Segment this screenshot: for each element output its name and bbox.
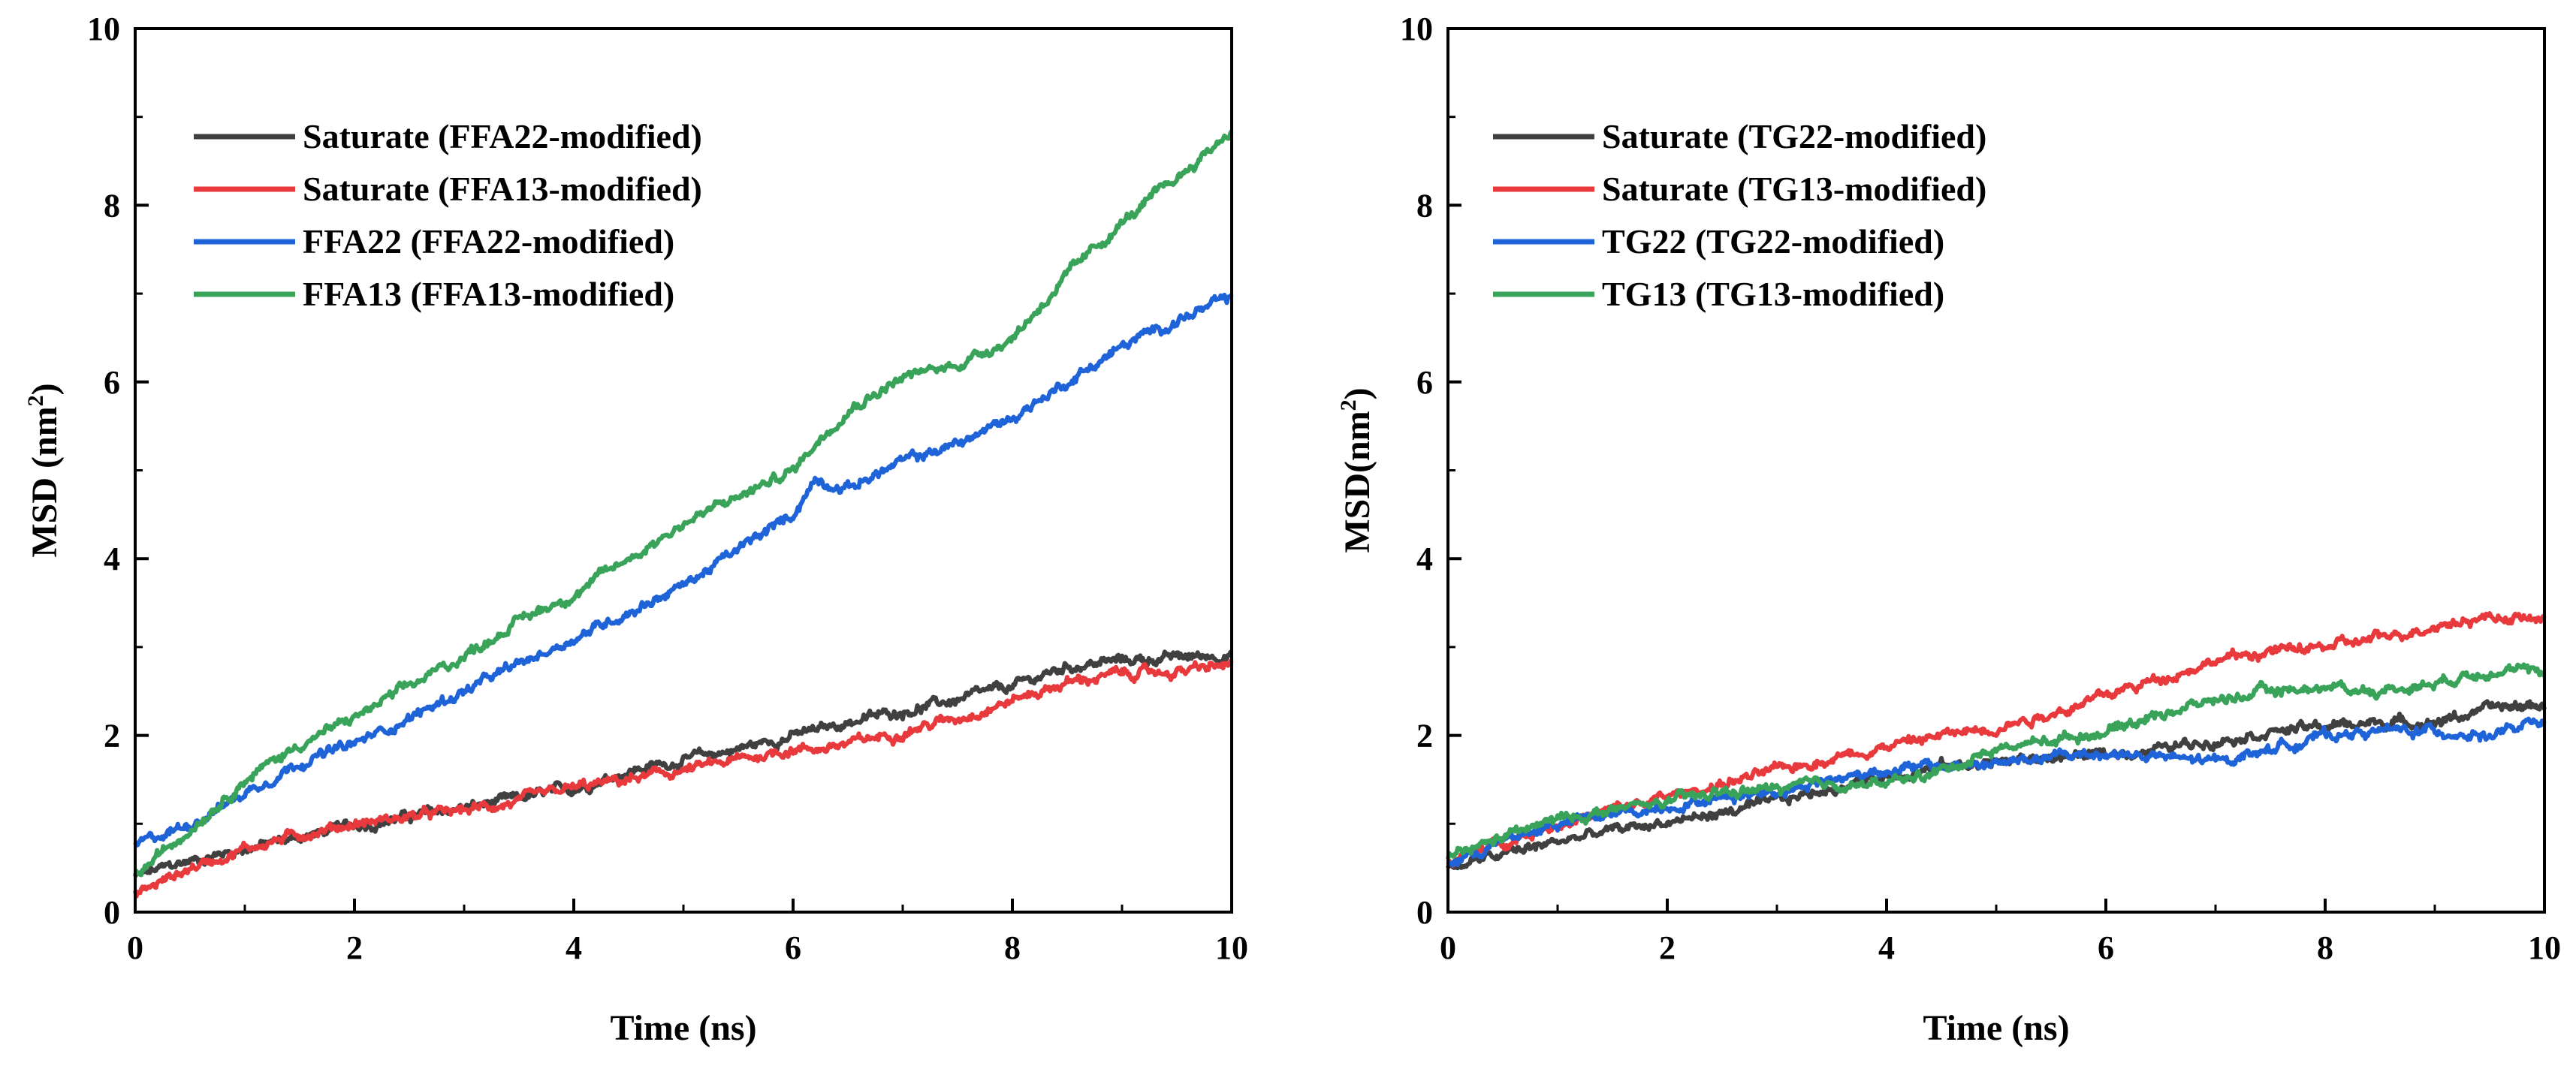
legend-label: Saturate (TG22-modified) xyxy=(1602,117,1986,155)
legend-label: Saturate (FFA22-modified) xyxy=(303,117,702,155)
x-tick-label: 4 xyxy=(566,929,582,966)
y-tick-label: 0 xyxy=(104,894,120,931)
legend-label: FFA13 (FFA13-modified) xyxy=(303,275,674,313)
series-line-3 xyxy=(1446,716,2547,868)
x-tick-label: 10 xyxy=(2528,929,2561,966)
legend-label: TG22 (TG22-modified) xyxy=(1602,222,1944,260)
legend: Saturate (FFA22-modified) Saturate (FFA13… xyxy=(194,117,702,313)
legend-label: Saturate (FFA13-modified) xyxy=(303,170,702,208)
x-tick-label: 6 xyxy=(785,929,801,966)
series-line-3 xyxy=(133,292,1234,848)
y-tick-label: 2 xyxy=(1416,718,1433,754)
y-tick-label: 10 xyxy=(87,11,120,47)
plot-frame xyxy=(134,27,1233,914)
y-tick-label: 8 xyxy=(1416,187,1433,224)
legend-label: FFA22 (FFA22-modified) xyxy=(303,222,674,260)
left-chart-panel: 0 2 4 6 8 10 0 2 4 6 8 10 Time (ns) MSD (nm2) Saturate… xyxy=(23,11,1248,1048)
series-group xyxy=(133,129,1234,899)
y-tick-label: 4 xyxy=(104,541,120,577)
x-axis-title: Time (ns) xyxy=(610,1008,756,1048)
series-line-4 xyxy=(133,129,1234,878)
legend: Saturate (TG22-modified) Saturate (TG13-m… xyxy=(1493,117,1986,313)
y-axis-title: MSD (nm2) xyxy=(23,383,65,557)
x-tick-label: 2 xyxy=(1659,929,1676,966)
series-line-2 xyxy=(133,658,1234,899)
x-tick-label: 0 xyxy=(127,929,143,966)
y-tick-label: 0 xyxy=(1416,894,1433,931)
legend-label: TG13 (TG13-modified) xyxy=(1602,275,1944,313)
y-tick-label: 4 xyxy=(1416,541,1433,577)
plot-frame xyxy=(1446,27,2546,914)
y-tick-label: 6 xyxy=(104,364,120,401)
y-tick-label: 6 xyxy=(1416,364,1433,401)
x-axis-title: Time (ns) xyxy=(1923,1008,2069,1048)
x-tick-label: 8 xyxy=(2317,929,2333,966)
x-tick-label: 10 xyxy=(1215,929,1248,966)
y-tick-label: 2 xyxy=(104,718,120,754)
series-line-4 xyxy=(1446,662,2546,860)
series-line-1 xyxy=(133,649,1234,878)
x-tick-label: 0 xyxy=(1440,929,1456,966)
x-tick-label: 6 xyxy=(2098,929,2114,966)
legend-label: Saturate (TG13-modified) xyxy=(1602,170,1986,208)
right-chart-panel: 0 2 4 6 8 10 0 2 4 6 8 10 Time (ns) MSD(nm2) Saturate … xyxy=(1336,11,2561,1048)
y-axis-title: MSD(nm2) xyxy=(1336,387,1377,553)
x-tick-label: 4 xyxy=(1878,929,1895,966)
x-tick-label: 8 xyxy=(1004,929,1021,966)
x-tick-label: 2 xyxy=(346,929,363,966)
series-group xyxy=(1446,611,2547,871)
y-tick-label: 10 xyxy=(1400,11,1433,47)
y-tick-label: 8 xyxy=(104,187,120,224)
